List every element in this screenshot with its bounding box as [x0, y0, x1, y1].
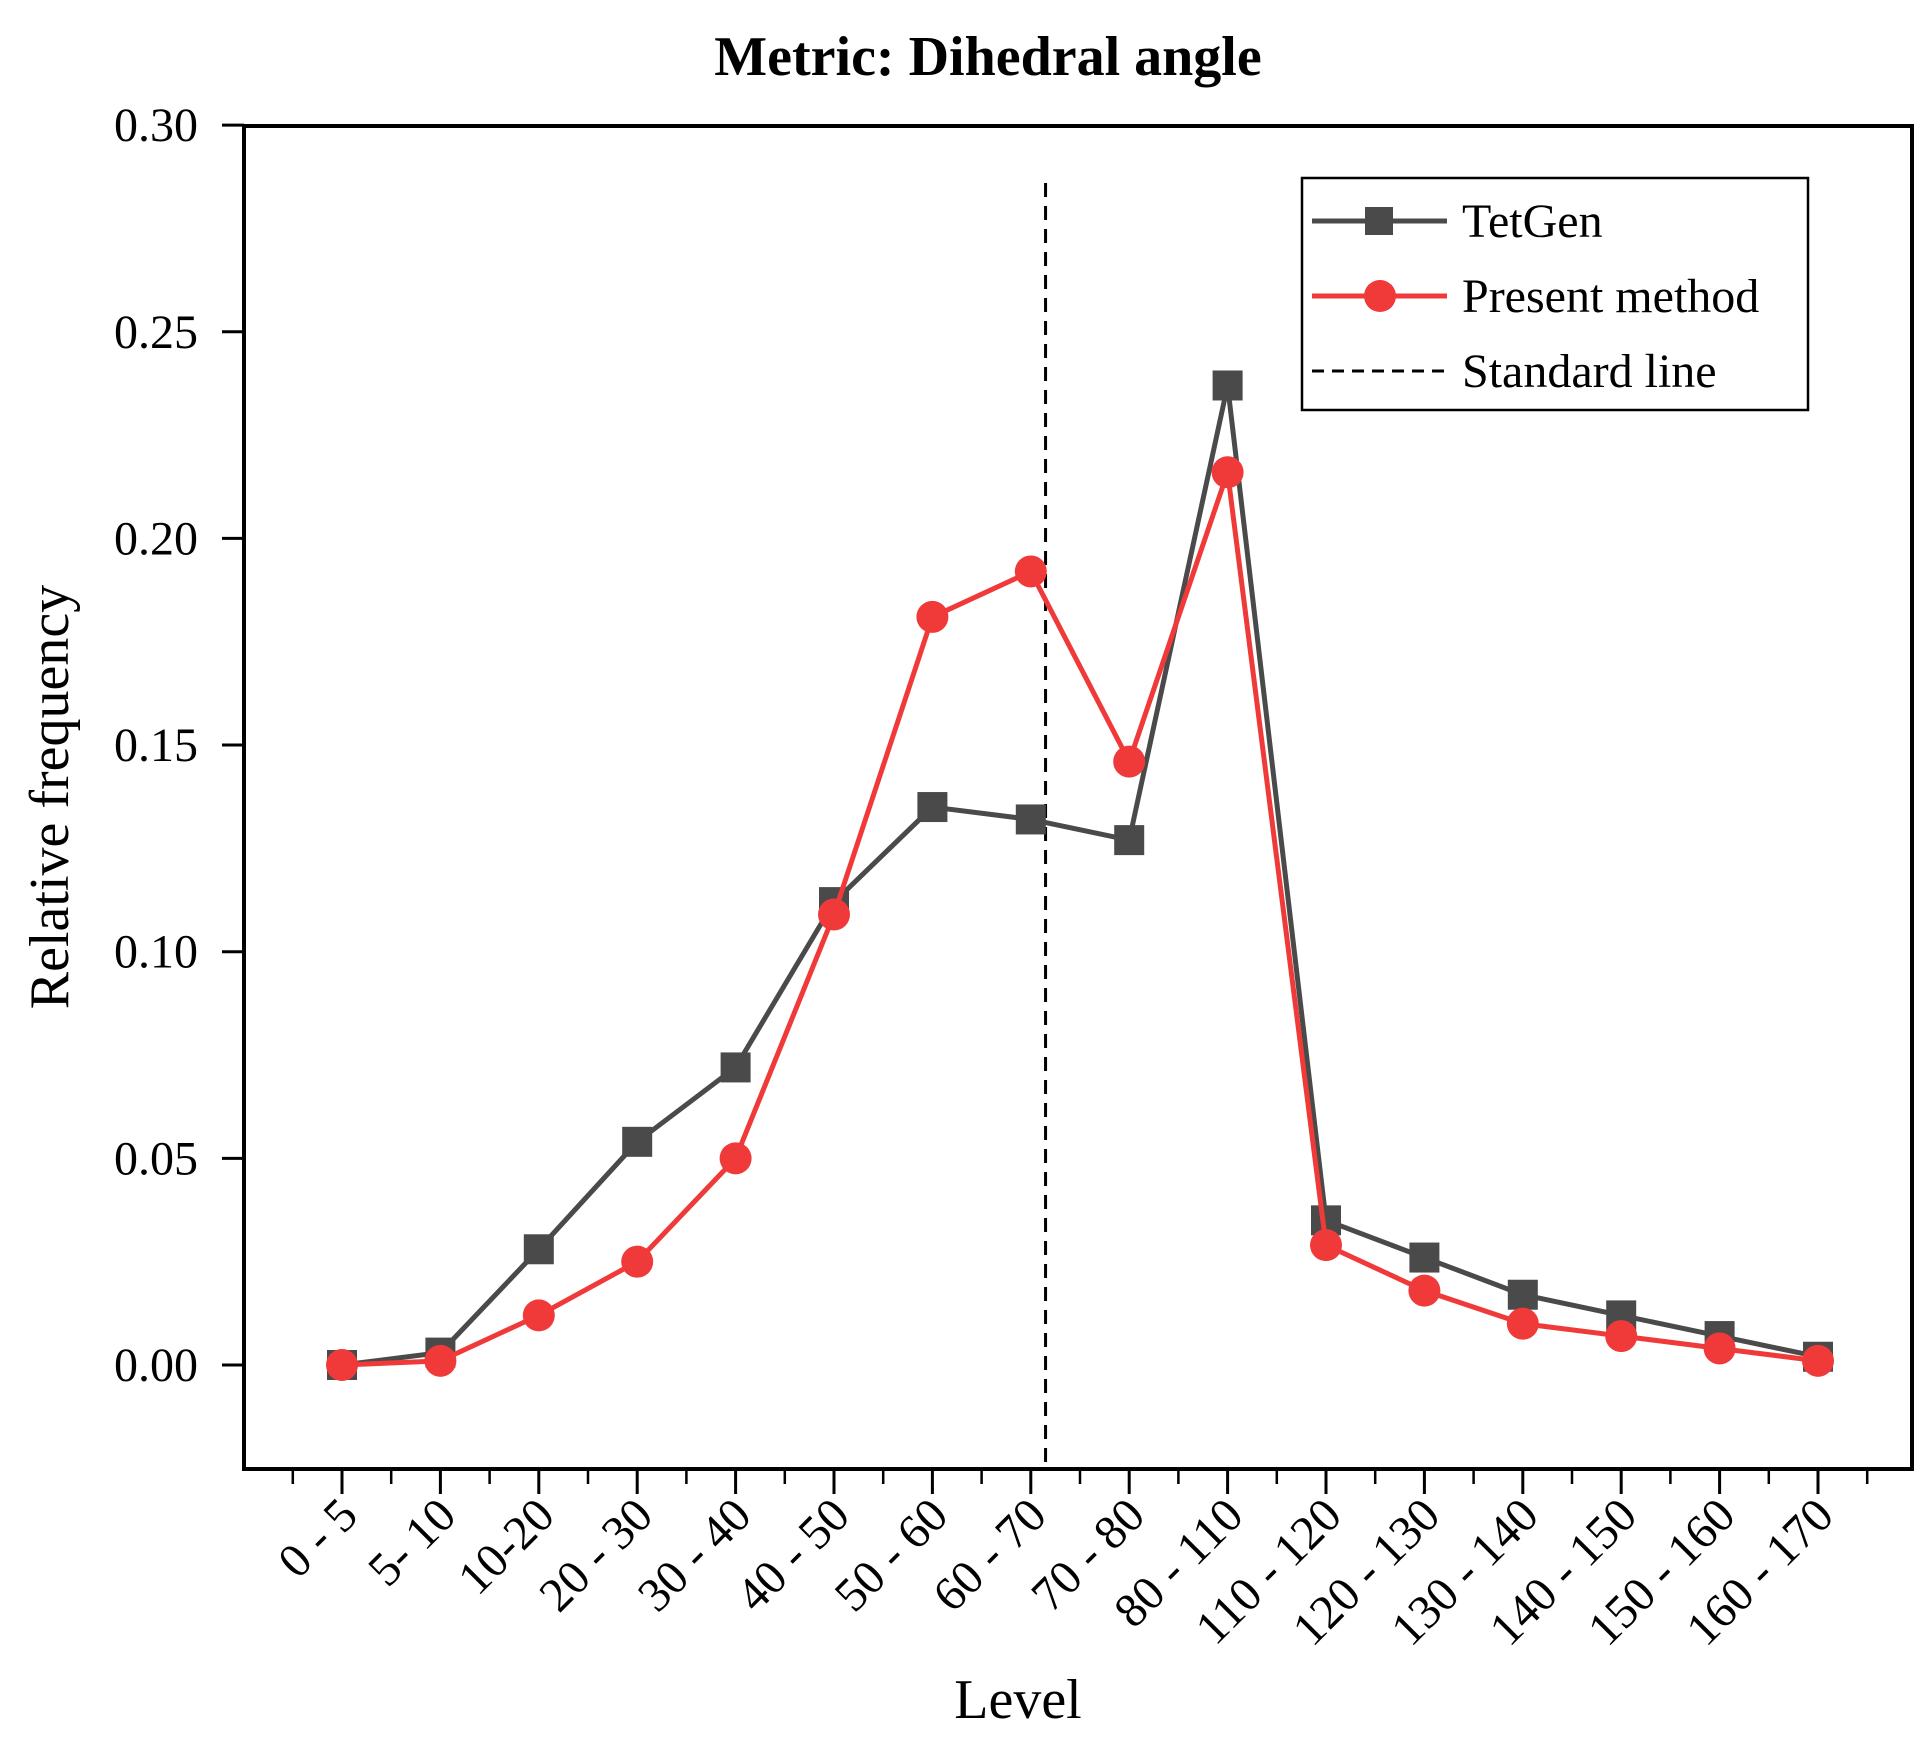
y-axis-ticks: 0.00 0.05 0.10 0.15 0.20 0.25 0.30	[114, 99, 244, 1392]
data-point-tetgen	[1409, 1242, 1440, 1273]
y-tick-label: 0.10	[114, 926, 198, 979]
data-point-present-method	[621, 1245, 654, 1278]
data-point-present-method	[916, 600, 949, 633]
series-line-present-method	[341, 469, 1819, 1368]
x-axis-label: Level	[954, 1669, 1081, 1731]
data-point-present-method	[1703, 1332, 1736, 1365]
data-point-present-method	[1802, 1344, 1834, 1377]
legend-tetgen-square-icon	[1365, 207, 1393, 235]
data-point-tetgen	[1114, 825, 1145, 856]
data-point-present-method	[1310, 1229, 1342, 1262]
series-layer	[326, 370, 1834, 1381]
data-point-present-method	[522, 1299, 555, 1332]
y-tick-label: 0.00	[114, 1339, 198, 1392]
data-point-tetgen	[720, 1052, 751, 1083]
data-point-tetgen	[622, 1126, 653, 1157]
y-tick-label: 0.15	[114, 719, 198, 772]
y-tick-label: 0.05	[114, 1132, 198, 1185]
data-point-present-method	[1113, 745, 1146, 778]
plot-area-frame	[242, 124, 1914, 1471]
y-tick-label: 0.20	[114, 512, 198, 565]
data-point-tetgen	[1015, 804, 1046, 835]
legend-present-method-label: Present method	[1462, 270, 1759, 323]
y-tick-label: 0.25	[114, 306, 198, 359]
legend-present-method-circle-icon	[1364, 280, 1396, 312]
y-axis-label: Relative frequency	[19, 585, 81, 1009]
data-point-present-method	[719, 1142, 752, 1175]
chart-title: Metric: Dihedral angle	[714, 26, 1261, 88]
legend-entry-present-method: Present method	[1312, 270, 1759, 323]
data-point-present-method	[818, 898, 850, 931]
legend-entry-standard-line: Standard line	[1312, 345, 1717, 398]
data-point-present-method	[1506, 1307, 1539, 1340]
series-line-tetgen	[341, 382, 1819, 1368]
legend-entry-tetgen: TetGen	[1312, 195, 1603, 248]
data-point-tetgen	[1212, 370, 1243, 401]
data-point-tetgen	[917, 792, 948, 823]
data-point-tetgen	[523, 1234, 554, 1265]
legend: TetGen Present method Standard line	[1300, 176, 1810, 412]
data-point-present-method	[326, 1349, 358, 1381]
series-present-method	[326, 456, 1834, 1381]
data-point-present-method	[1014, 555, 1047, 588]
data-point-tetgen	[1507, 1279, 1538, 1310]
y-tick-label: 0.30	[114, 99, 198, 152]
data-point-present-method	[1605, 1320, 1638, 1353]
data-point-present-method	[1408, 1274, 1441, 1307]
legend-standard-line-label: Standard line	[1462, 345, 1717, 398]
data-point-present-method	[1211, 456, 1244, 489]
data-point-present-method	[424, 1344, 457, 1377]
legend-tetgen-label: TetGen	[1462, 195, 1603, 248]
